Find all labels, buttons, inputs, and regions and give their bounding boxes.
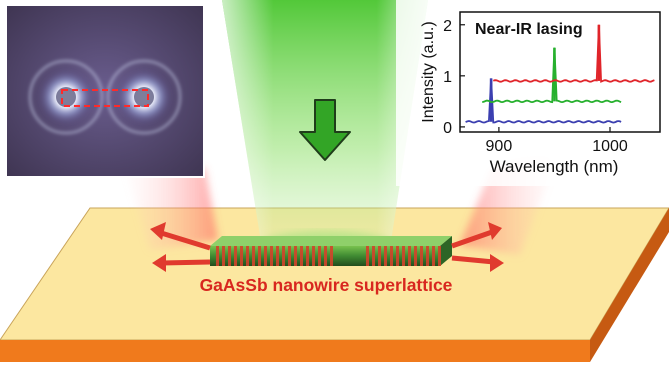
superlattice-band (300, 246, 303, 266)
y-tick-label: 2 (443, 18, 452, 35)
superlattice-band (420, 246, 423, 266)
superlattice-band (282, 246, 285, 266)
spectrum-series-line (482, 47, 622, 104)
superlattice-band (222, 246, 225, 266)
superlattice-band (372, 246, 375, 266)
chart-series (465, 24, 655, 124)
nanowire-caption: GaAsSb nanowire superlattice (200, 275, 453, 295)
superlattice-band (432, 246, 435, 266)
superlattice-band (312, 246, 315, 266)
nanowire (210, 236, 452, 266)
spectrum-chart: 900 1000 0 1 2 Near-IR lasing Wavelength (nm) I… (396, 0, 669, 186)
substrate-side (590, 208, 669, 362)
superlattice-band (294, 246, 297, 266)
chart-labels: 900 1000 0 1 2 Near-IR lasing Wavelength (nm) I… (420, 18, 628, 176)
x-axis-label: Wavelength (nm) (490, 157, 619, 176)
plot-frame (459, 11, 661, 133)
superlattice-band (318, 246, 321, 266)
superlattice-band (258, 246, 261, 266)
superlattice-band (264, 246, 267, 266)
y-axis-label: Intensity (a.u.) (420, 21, 437, 122)
y-tick-label: 0 (443, 120, 452, 137)
superlattice-band (306, 246, 309, 266)
nanowire-outline (61, 89, 149, 107)
inset-emission-image (5, 4, 205, 178)
superlattice-band (384, 246, 387, 266)
superlattice-band (378, 246, 381, 266)
superlattice-band (390, 246, 393, 266)
superlattice-band (246, 246, 249, 266)
superlattice-band (426, 246, 429, 266)
x-tick-label: 1000 (592, 138, 628, 155)
superlattice-band (414, 246, 417, 266)
chart-title: Near-IR lasing (475, 21, 583, 38)
chart-axes (459, 11, 661, 133)
x-tick-label: 900 (486, 138, 513, 155)
superlattice-band (438, 246, 441, 266)
superlattice-band (366, 246, 369, 266)
superlattice-band (234, 246, 237, 266)
superlattice-band (270, 246, 273, 266)
superlattice-band (240, 246, 243, 266)
superlattice-band (396, 246, 399, 266)
superlattice-band (216, 246, 219, 266)
substrate-front (0, 340, 590, 362)
superlattice-band (252, 246, 255, 266)
superlattice-band (330, 246, 333, 266)
y-tick-label: 1 (443, 69, 452, 86)
superlattice-band (288, 246, 291, 266)
superlattice-band (324, 246, 327, 266)
spectrum-series-line (492, 24, 655, 83)
superlattice-band (402, 246, 405, 266)
superlattice-band (228, 246, 231, 266)
superlattice-bands (216, 246, 441, 266)
superlattice-band (408, 246, 411, 266)
arrow-outward-icon (150, 222, 504, 272)
superlattice-band (276, 246, 279, 266)
arrow-down-icon (299, 99, 351, 161)
